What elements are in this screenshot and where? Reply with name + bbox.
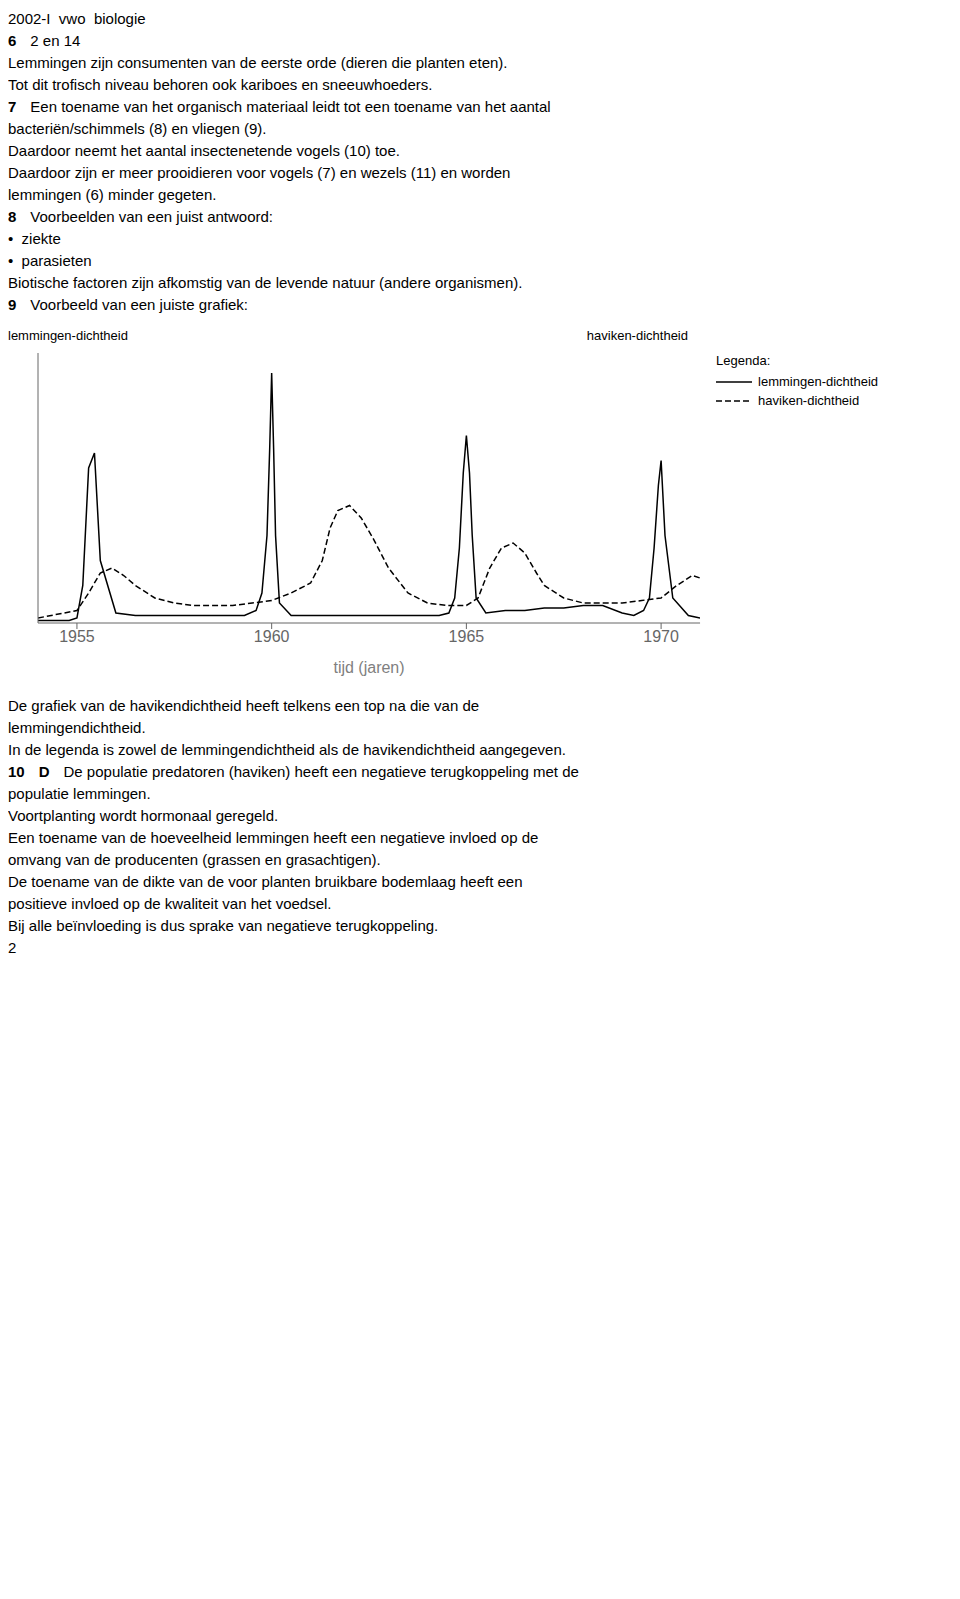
- html-text:Een toename van het organisch: Een toename van het organisch materiaal …: [30, 98, 551, 115]
- html-text:haviken-dichtheid: haviken-dichtheid: [586, 328, 688, 343]
- html-text:8: 8: [8, 208, 17, 225]
- html-text:Legenda:: Legenda:: [716, 353, 771, 368]
- html-text:Biotische factoren zijn afkoms: Biotische factoren zijn afkomstig van de…: [8, 274, 523, 291]
- html-text:7: 7: [8, 98, 17, 115]
- html-text:Lemmingen zijn consumenten van: Lemmingen zijn consumenten van de eerste…: [8, 54, 508, 71]
- html-text:positieve invloed op de kwalit: positieve invloed op de kwaliteit van he…: [8, 895, 332, 912]
- svg-text:1965: 1965: [449, 628, 485, 645]
- html-text:Voorbeelden van een juist antw: Voorbeelden van een juist antwoord:: [30, 208, 273, 225]
- html-text:De toename van de dikte van de: De toename van de dikte van de voor plan…: [8, 873, 523, 890]
- html-text:10: 10: [8, 763, 25, 780]
- html-text:• ziekte: • ziekte: [8, 230, 61, 247]
- html-text:haviken-dichtheid: haviken-dichtheid: [758, 393, 860, 408]
- html-text:Voorbeeld van een juiste grafi: Voorbeeld van een juiste grafiek:: [30, 296, 248, 313]
- html-text:2 en 14: 2 en 14: [30, 32, 81, 49]
- html-text:Een toename van de hoeveelheid: Een toename van de hoeveelheid lemmingen…: [8, 829, 539, 846]
- html-text:omvang van de producenten (gra: omvang van de producenten (grassen en gr…: [8, 851, 381, 868]
- html-text:9: 9: [8, 296, 17, 313]
- svg-text:1960: 1960: [254, 628, 290, 645]
- html-text:De populatie predatoren (havik: De populatie predatoren (haviken) heeft …: [63, 763, 579, 780]
- html-text:bacteriën/schimmels (8) en vli: bacteriën/schimmels (8) en vliegen (9).: [8, 120, 267, 137]
- svg-text:1955: 1955: [59, 628, 95, 645]
- html-text:lemmingen (6) minder gegeten.: lemmingen (6) minder gegeten.: [8, 186, 217, 203]
- html-text:• parasieten: • parasieten: [8, 252, 92, 269]
- svg-text:tijd (jaren): tijd (jaren): [333, 659, 404, 676]
- html-text:De grafiek van de havikendicht: De grafiek van de havikendichtheid heeft…: [8, 697, 480, 714]
- html-text:Daardoor neemt het aantal inse: Daardoor neemt het aantal insectenetende…: [8, 142, 400, 159]
- html-text:lemmingen-dichtheid: lemmingen-dichtheid: [8, 328, 128, 343]
- html-text:Voortplanting wordt hormonaal: Voortplanting wordt hormonaal geregeld.: [8, 807, 279, 824]
- html-text:lemmingendichtheid.: lemmingendichtheid.: [8, 719, 146, 736]
- html-text:Daardoor zijn er meer prooidie: Daardoor zijn er meer prooidieren voor v…: [8, 164, 511, 181]
- html-text:2002-I vwo biologie: 2002-I vwo biologie: [8, 10, 146, 27]
- html-text:6: 6: [8, 32, 17, 49]
- html-text:D: D: [38, 763, 50, 780]
- html-text:Tot dit trofisch niveau behore: Tot dit trofisch niveau behoren ook kari…: [8, 76, 433, 93]
- html-text:2: 2: [8, 939, 17, 956]
- html-text:populatie lemmingen.: populatie lemmingen.: [8, 785, 151, 802]
- html-text:lemmingen-dichtheid: lemmingen-dichtheid: [758, 374, 878, 389]
- html-text:In de legenda is zowel de lemm: In de legenda is zowel de lemmingendicht…: [8, 741, 566, 758]
- svg-text:1970: 1970: [643, 628, 679, 645]
- html-text:Bij alle beïnvloeding is dus s: Bij alle beïnvloeding is dus sprake van …: [8, 917, 439, 934]
